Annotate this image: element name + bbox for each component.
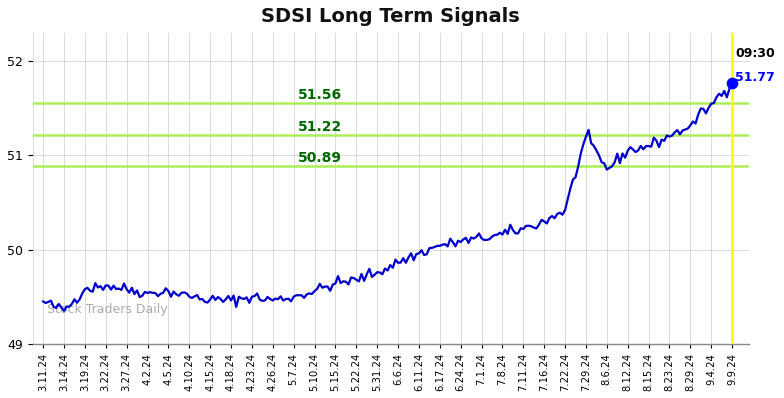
Text: 51.22: 51.22: [298, 120, 342, 134]
Text: 51.77: 51.77: [735, 71, 775, 84]
Point: [726, 80, 739, 86]
Title: SDSI Long Term Signals: SDSI Long Term Signals: [261, 7, 520, 26]
Text: Stock Traders Daily: Stock Traders Daily: [47, 303, 168, 316]
Text: 51.56: 51.56: [298, 88, 342, 102]
Text: 09:30: 09:30: [735, 47, 775, 60]
Text: 50.89: 50.89: [298, 151, 342, 165]
